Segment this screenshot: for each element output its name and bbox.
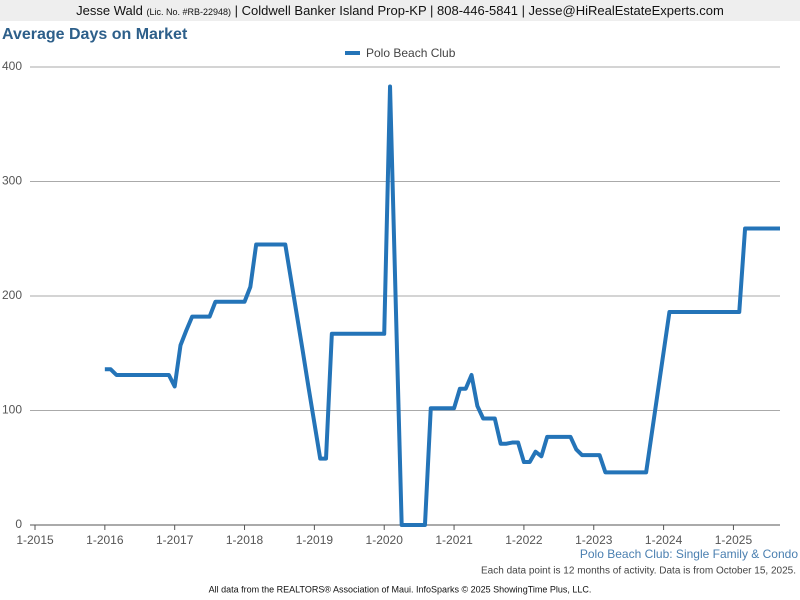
- y-tick-label: 300: [2, 174, 22, 188]
- x-tick-label: 1-2022: [505, 533, 543, 547]
- license: (Lic. No. #RB-22948): [146, 7, 232, 17]
- x-tick-label: 1-2017: [156, 533, 194, 547]
- x-tick-label: 1-2025: [715, 533, 753, 547]
- legend-label: Polo Beach Club: [366, 46, 456, 60]
- header-bar: Jesse Wald (Lic. No. #RB-22948) | Coldwe…: [0, 0, 800, 21]
- x-tick-label: 1-2020: [366, 533, 404, 547]
- x-tick-label: 1-2016: [86, 533, 124, 547]
- x-tick-label: 1-2023: [575, 533, 613, 547]
- chart-title: Average Days on Market: [2, 26, 188, 43]
- agent-details: | Coldwell Banker Island Prop-KP | 808-4…: [234, 3, 724, 18]
- data-line: [104, 84, 780, 527]
- y-tick-label: 100: [2, 403, 22, 417]
- x-tick-label: 1-2021: [435, 533, 473, 547]
- agent-name: Jesse Wald: [76, 3, 143, 18]
- subtitle: Polo Beach Club: Single Family & Condo: [580, 547, 798, 561]
- y-tick-label: 0: [15, 517, 22, 531]
- x-tick-label: 1-2018: [226, 533, 264, 547]
- x-tick-label: 1-2015: [16, 533, 54, 547]
- y-tick-label: 200: [2, 288, 22, 302]
- x-tick-label: 1-2019: [296, 533, 334, 547]
- y-tick-label: 400: [2, 59, 22, 73]
- x-tick-label: 1-2024: [645, 533, 683, 547]
- note: Each data point is 12 months of activity…: [481, 566, 796, 577]
- footer: All data from the REALTORS® Association …: [209, 584, 592, 594]
